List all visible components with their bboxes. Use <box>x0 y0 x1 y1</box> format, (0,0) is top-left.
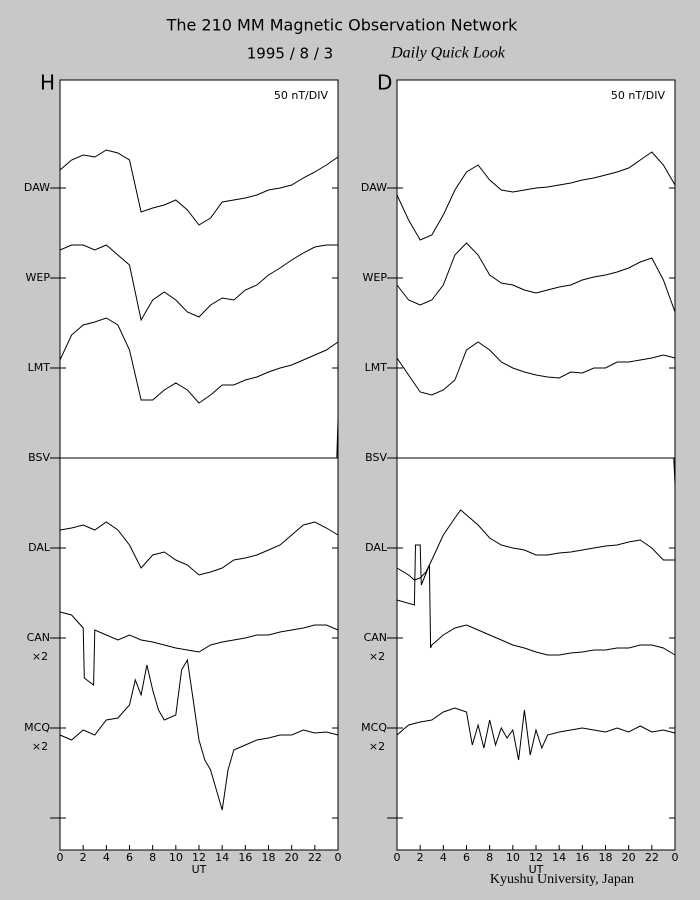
x-tick-label: 4 <box>103 851 110 864</box>
trace <box>59 244 338 322</box>
trace <box>396 707 676 761</box>
x-tick-label: 16 <box>575 851 589 864</box>
y-tick-label: WEP <box>26 271 51 284</box>
x-tick-label: 0 <box>672 851 679 864</box>
trace <box>396 151 676 241</box>
trace <box>59 521 339 576</box>
x-tick-label: 20 <box>622 851 636 864</box>
subtitle: Daily Quick Look <box>390 45 506 62</box>
trace <box>59 658 339 811</box>
x-tick-label: 4 <box>440 851 447 864</box>
panel-label: H <box>40 71 55 95</box>
y-tick-label: DAW <box>361 181 387 194</box>
x-tick-label: 20 <box>285 851 299 864</box>
trace <box>397 457 676 486</box>
x-tick-label: 2 <box>417 851 424 864</box>
y-tick-label: DAW <box>24 181 50 194</box>
date: 1995 / 8 / 3 <box>247 45 333 63</box>
x-tick-label: 18 <box>599 851 613 864</box>
trace <box>60 419 339 459</box>
trace <box>59 149 339 226</box>
y-tick-note: ×2 <box>32 650 48 663</box>
x-tick-label: 18 <box>262 851 276 864</box>
x-tick-label: 14 <box>215 851 229 864</box>
scale-label: 50 nT/DIV <box>274 89 329 102</box>
x-tick-label: 0 <box>394 851 401 864</box>
y-tick-label: LMT <box>365 361 388 374</box>
x-tick-label: 14 <box>552 851 566 864</box>
x-tick-label: 8 <box>149 851 156 864</box>
y-tick-label: MCQ <box>361 721 387 734</box>
x-tick-label: 10 <box>169 851 183 864</box>
trace <box>396 544 676 656</box>
x-axis-label: UT <box>192 863 207 876</box>
y-tick-label: LMT <box>28 361 51 374</box>
y-tick-label: CAN <box>364 631 387 644</box>
chart-title: The 210 MM Magnetic Observation Network <box>166 16 519 35</box>
plot-area <box>59 79 339 851</box>
panel-label: D <box>377 71 392 95</box>
y-tick-label: DAL <box>365 541 388 554</box>
x-axis-label: UT <box>529 863 544 876</box>
y-tick-label: CAN <box>27 631 50 644</box>
trace <box>396 341 676 396</box>
y-tick-label: WEP <box>363 271 388 284</box>
x-tick-label: 0 <box>57 851 64 864</box>
x-tick-label: 12 <box>529 851 543 864</box>
trace <box>59 317 339 404</box>
y-tick-label: BSV <box>28 451 50 464</box>
x-tick-label: 6 <box>126 851 133 864</box>
y-tick-note: ×2 <box>369 650 385 663</box>
trace <box>396 242 676 313</box>
x-tick-label: 22 <box>645 851 659 864</box>
y-tick-label: BSV <box>365 451 387 464</box>
x-tick-label: 2 <box>80 851 87 864</box>
x-tick-label: 6 <box>463 851 470 864</box>
x-tick-label: 8 <box>486 851 493 864</box>
x-tick-label: 10 <box>506 851 520 864</box>
x-tick-label: 22 <box>308 851 322 864</box>
x-tick-label: 0 <box>335 851 342 864</box>
x-tick-label: 12 <box>192 851 206 864</box>
trace <box>59 611 339 686</box>
y-tick-label: MCQ <box>24 721 50 734</box>
x-tick-label: 16 <box>238 851 252 864</box>
scale-label: 50 nT/DIV <box>611 89 666 102</box>
y-tick-note: ×2 <box>369 740 385 753</box>
y-tick-label: DAL <box>28 541 51 554</box>
footer: Kyushu University, Japan <box>490 872 634 887</box>
y-tick-note: ×2 <box>32 740 48 753</box>
plot-area <box>396 79 676 851</box>
